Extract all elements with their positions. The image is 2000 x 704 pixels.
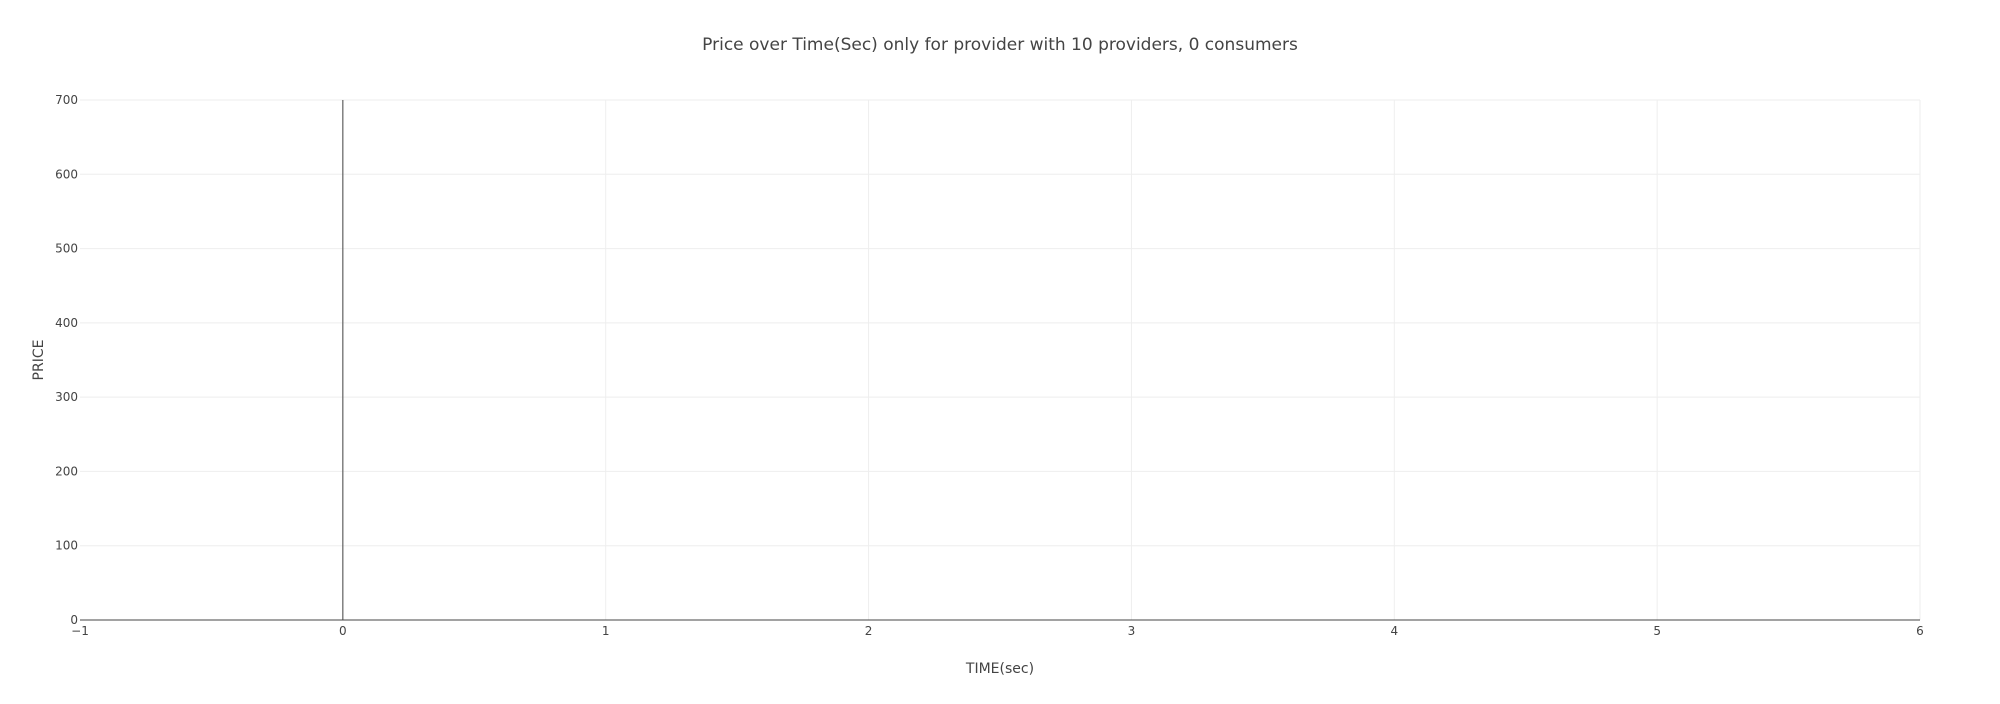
axis-layer bbox=[80, 100, 1920, 621]
chart-title: Price over Time(Sec) only for provider w… bbox=[702, 35, 1298, 55]
y-tick-label: 200 bbox=[55, 464, 78, 478]
y-tick-label: 600 bbox=[55, 167, 78, 181]
x-tick-label: 3 bbox=[1128, 624, 1136, 638]
y-tick-label: 0 bbox=[70, 613, 78, 627]
x-tick-label: 2 bbox=[865, 624, 873, 638]
x-tick-label: 5 bbox=[1653, 624, 1661, 638]
y-tick-label: 700 bbox=[55, 93, 78, 107]
y-axis-title: PRICE bbox=[31, 340, 47, 381]
grid-layer bbox=[80, 99, 1921, 620]
x-tick-label: −1 bbox=[71, 624, 89, 638]
x-tick-label: 4 bbox=[1390, 624, 1398, 638]
x-tick-label: 6 bbox=[1916, 624, 1924, 638]
y-tick-label: 100 bbox=[55, 539, 78, 553]
x-tick-label: 0 bbox=[339, 624, 347, 638]
y-tick-label: 500 bbox=[55, 242, 78, 256]
x-tick-label: 1 bbox=[602, 624, 610, 638]
y-tick-label: 400 bbox=[55, 316, 78, 330]
y-tick-label: 300 bbox=[55, 390, 78, 404]
x-axis-title: TIME(sec) bbox=[965, 661, 1034, 677]
